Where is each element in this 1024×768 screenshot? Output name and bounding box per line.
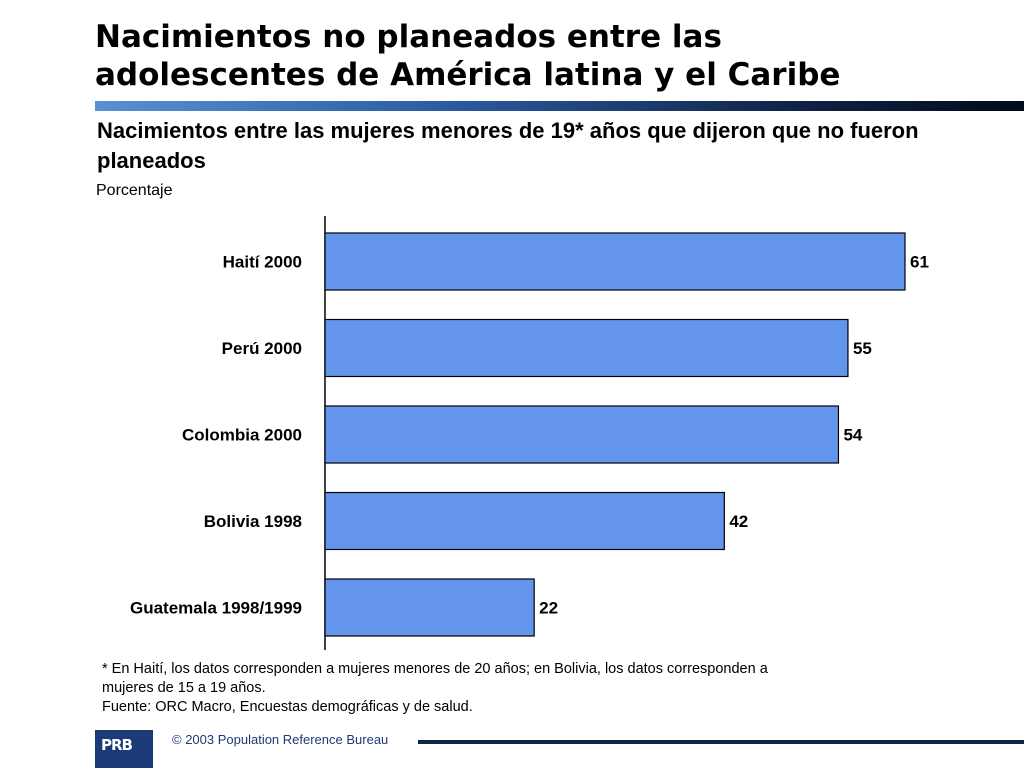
- value-label: 22: [539, 599, 558, 618]
- title-line-1: Nacimientos no planeados entre las: [95, 19, 722, 55]
- value-label: 54: [843, 426, 862, 445]
- source-note: Fuente: ORC Macro, Encuestas demográfica…: [102, 699, 473, 715]
- logo-text: PRB: [101, 736, 133, 754]
- page-title: Nacimientos no planeados entre las adole…: [95, 18, 995, 94]
- bar: [324, 578, 535, 637]
- category-label: Colombia 2000: [182, 426, 302, 445]
- footnote-line-1: * En Haití, los datos corresponden a muj…: [102, 661, 768, 677]
- footnote-line-2: mujeres de 15 a 19 años.: [102, 680, 266, 696]
- footnotes: * En Haití, los datos corresponden a muj…: [102, 660, 922, 717]
- value-label: 42: [729, 512, 748, 531]
- value-label: 61: [910, 253, 929, 272]
- footer-divider: [418, 740, 1024, 744]
- bar: [324, 232, 906, 291]
- category-label: Bolivia 1998: [204, 512, 302, 531]
- bar: [324, 318, 849, 378]
- value-label: 55: [853, 339, 872, 358]
- category-label: Perú 2000: [222, 339, 302, 358]
- copyright-text: © 2003 Population Reference Bureau: [172, 732, 389, 747]
- category-label: Guatemala 1998/1999: [130, 599, 302, 618]
- chart-unit-label: Porcentaje: [96, 182, 173, 199]
- bar: [324, 405, 840, 464]
- title-divider: [95, 101, 1024, 111]
- chart-title: Nacimientos entre las mujeres menores de…: [97, 118, 919, 173]
- prb-logo: PRB: [95, 730, 153, 768]
- bar: [324, 491, 725, 551]
- category-label: Haití 2000: [223, 253, 302, 272]
- title-line-2: adolescentes de América latina y el Cari…: [95, 57, 841, 93]
